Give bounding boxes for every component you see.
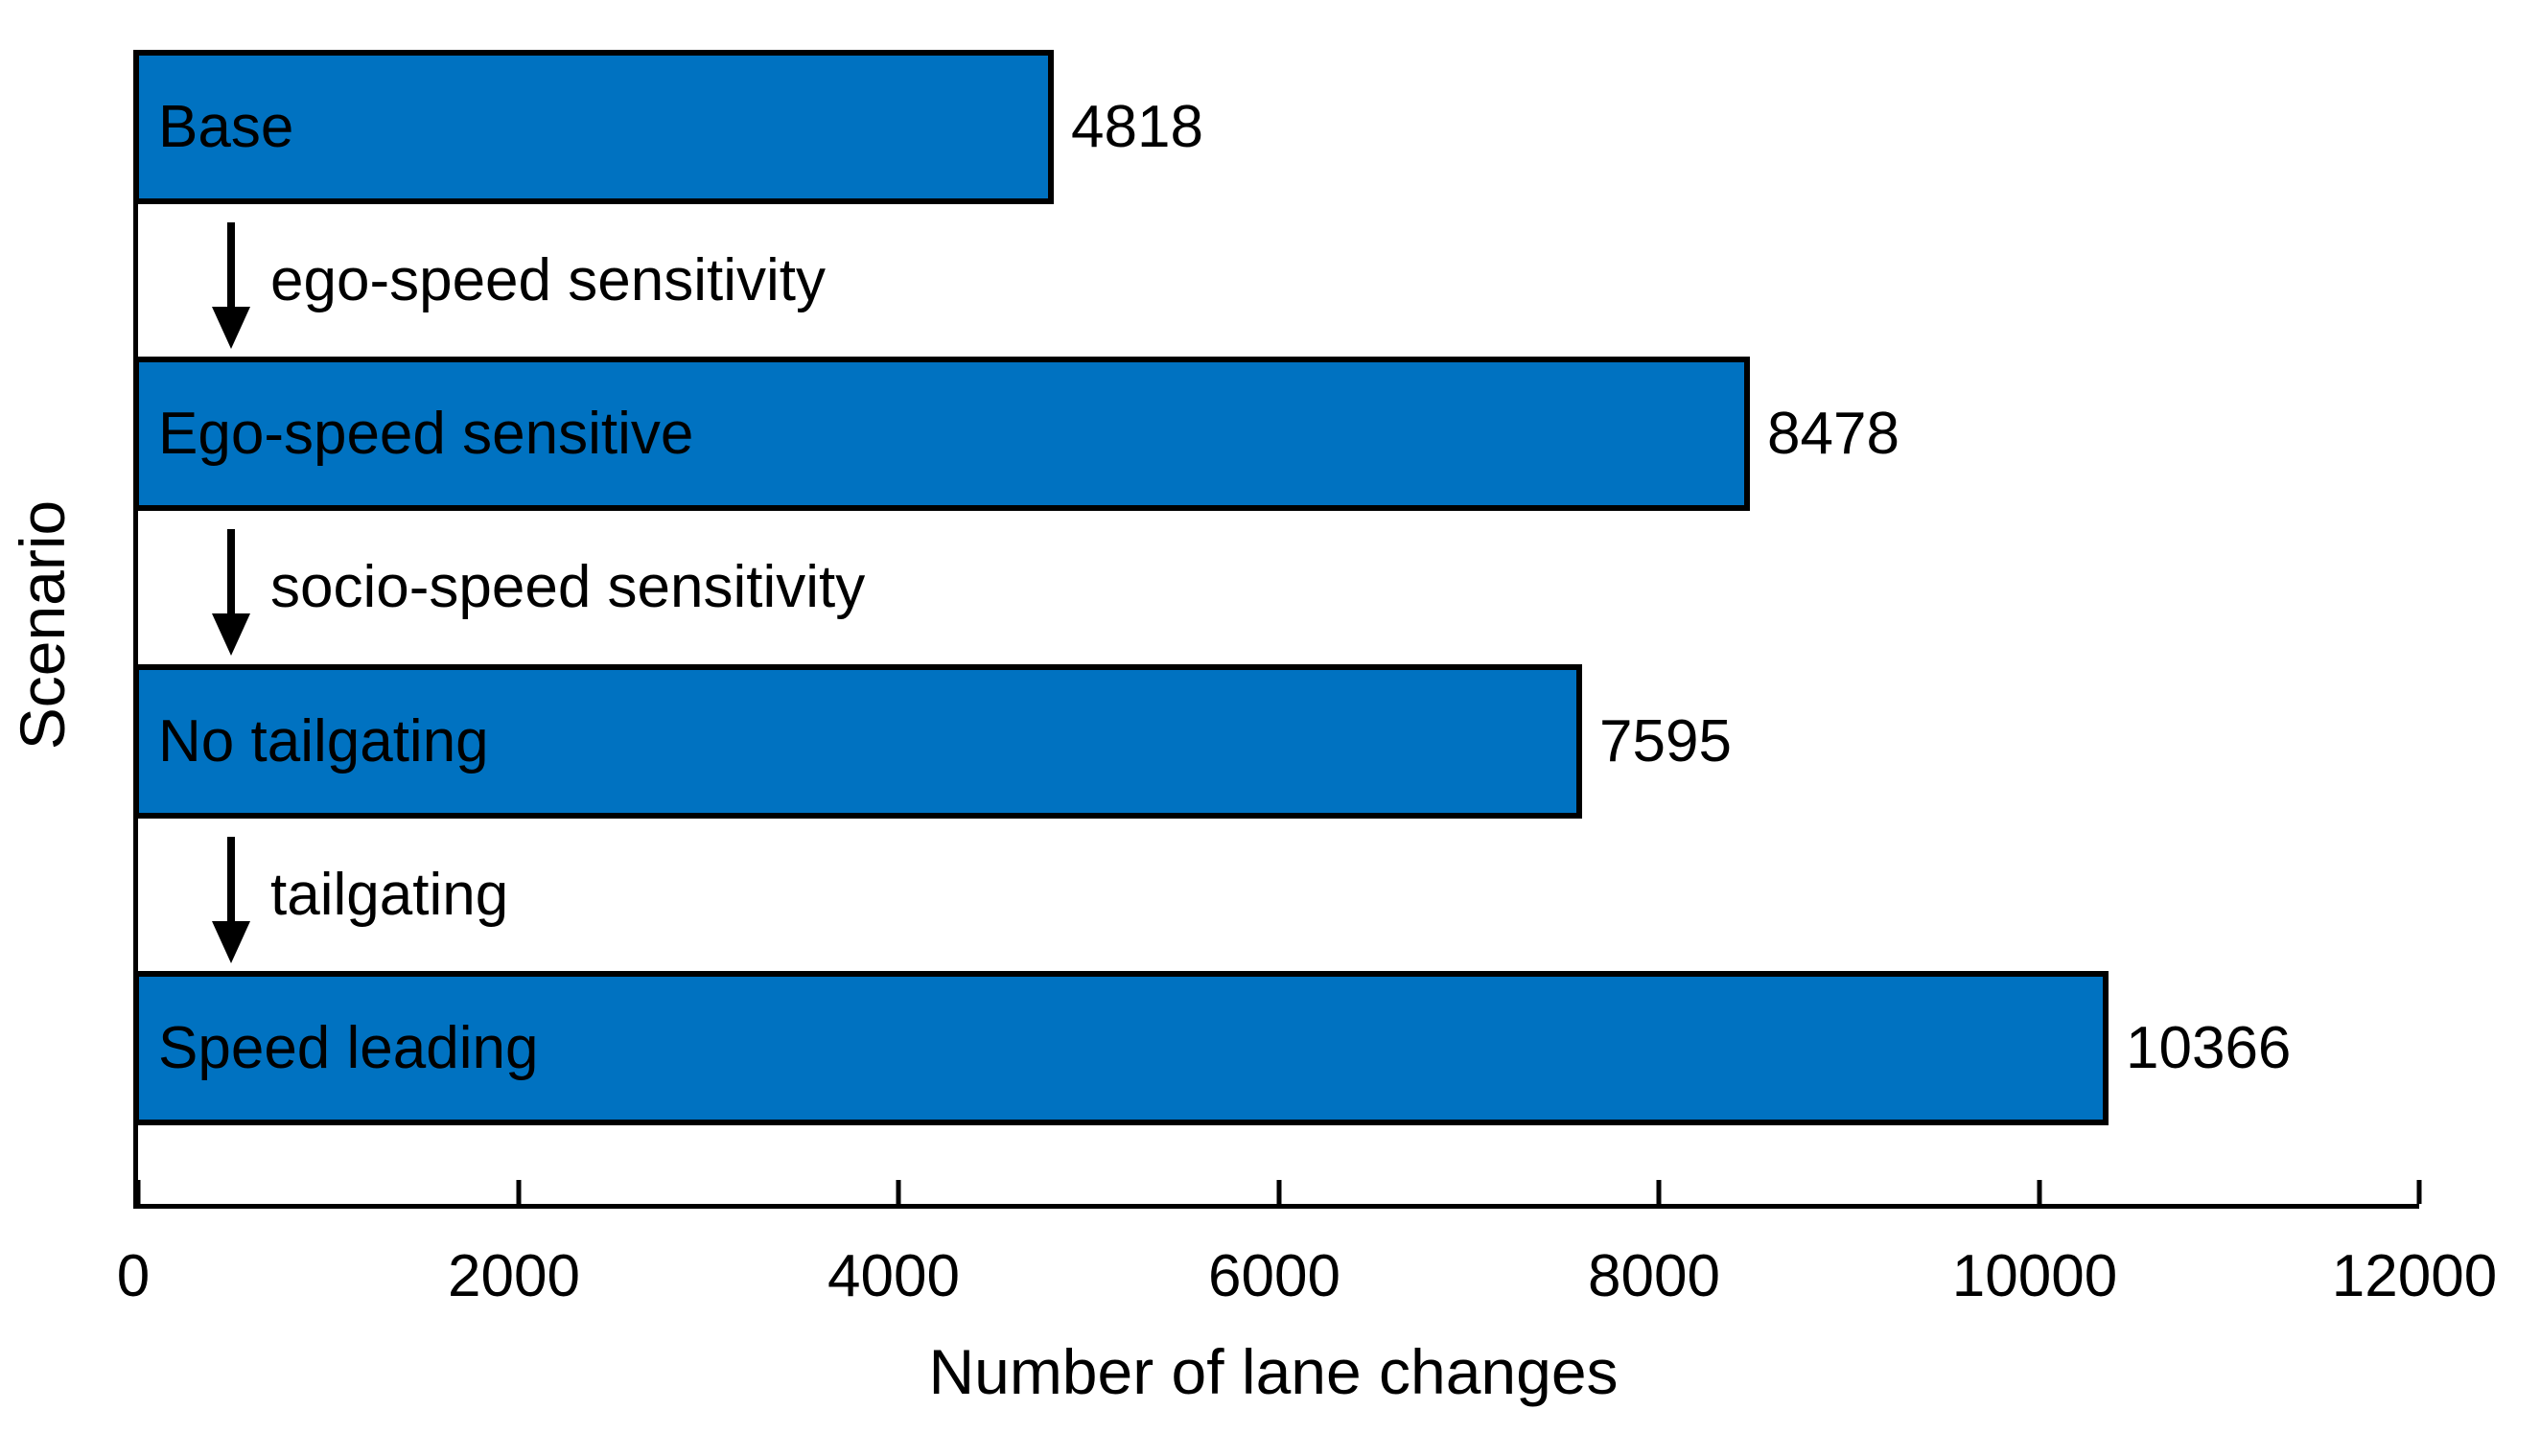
plot-area: Base 4818 Ego-speed sensitive 8478 No tailga… [133,50,2422,1209]
x-axis-tick-label: 8000 [1588,1243,1720,1309]
bar-category-label: No tailgating [158,707,489,774]
x-axis-tick [2037,1180,2042,1204]
x-axis-tick [1276,1180,1282,1204]
bar-ego-speed-sensitive: Ego-speed sensitive [133,357,1750,511]
down-arrow-icon [212,529,250,656]
transition-label: ego-speed sensitivity [270,247,826,313]
x-axis-tick-label: 4000 [827,1243,960,1309]
x-axis-tick-label: 2000 [448,1243,580,1309]
x-axis-tick-label: 12000 [2331,1243,2498,1309]
x-axis-tick [135,1180,141,1204]
transition-label: tailgating [270,862,509,928]
y-axis-title: Scenario [7,499,78,751]
bar-value-label: 4818 [1071,93,1203,160]
x-axis-tick-label: 10000 [1951,1243,2118,1309]
bar-row: Base 4818 [133,50,1203,204]
bar-row: Speed leading 10366 [133,971,2292,1125]
down-arrow-icon [212,222,250,349]
transition-label: socio-speed sensitivity [270,554,866,620]
bar-speed-leading: Speed leading [133,971,2109,1125]
bar-category-label: Ego-speed sensitive [158,400,694,467]
bar-base: Base [133,50,1054,204]
x-axis-tick-label: 6000 [1208,1243,1340,1309]
x-axis-tick [896,1180,901,1204]
bar-no-tailgating: No tailgating [133,664,1582,819]
bar-value-label: 7595 [1599,707,1732,774]
x-axis-tick [516,1180,522,1204]
x-axis-tick [2416,1180,2422,1204]
x-axis-tick-label: 0 [116,1243,151,1309]
bar-value-label: 10366 [2126,1014,2292,1081]
down-arrow-icon [212,837,250,963]
bar-row: Ego-speed sensitive 8478 [133,357,1899,511]
x-axis-title: Number of lane changes [928,1336,1619,1407]
bar-category-label: Base [158,93,294,160]
bar-value-label: 8478 [1767,400,1899,467]
bar-category-label: Speed leading [158,1014,539,1081]
x-axis-tick [1656,1180,1662,1204]
bar-row: No tailgating 7595 [133,664,1732,819]
